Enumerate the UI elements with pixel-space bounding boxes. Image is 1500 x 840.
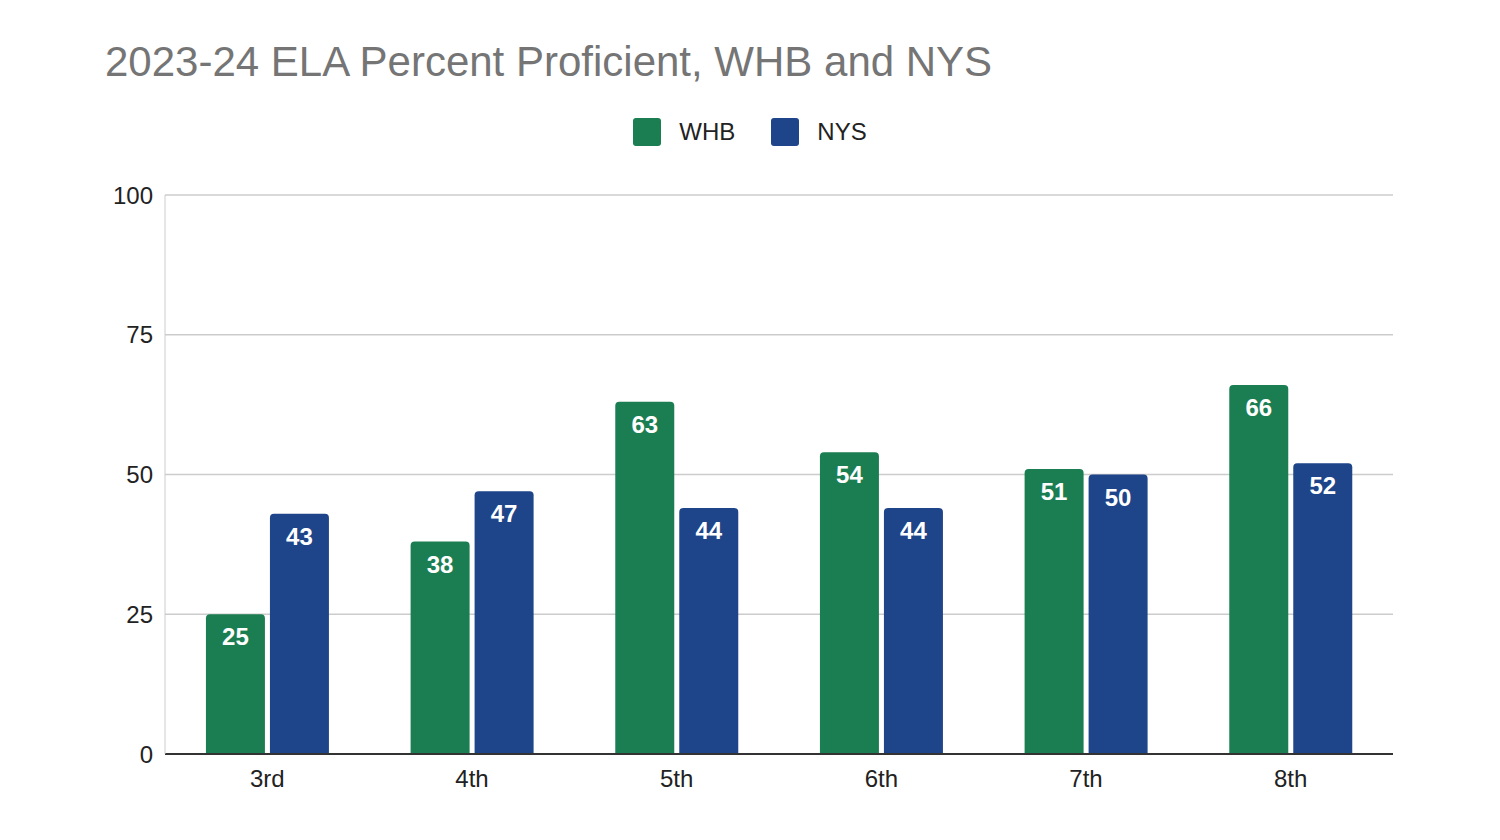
svg-text:44: 44 [695,517,722,544]
svg-text:7th: 7th [1069,765,1102,792]
svg-text:52: 52 [1309,472,1336,499]
svg-text:5th: 5th [660,765,693,792]
svg-text:0: 0 [140,741,153,768]
svg-text:8th: 8th [1274,765,1307,792]
svg-text:66: 66 [1245,394,1272,421]
svg-text:54: 54 [836,461,863,488]
svg-text:38: 38 [427,551,454,578]
svg-text:3rd: 3rd [250,765,285,792]
svg-text:50: 50 [1105,484,1132,511]
svg-text:50: 50 [126,461,153,488]
svg-text:44: 44 [900,517,927,544]
svg-text:75: 75 [126,321,153,348]
svg-text:51: 51 [1041,478,1068,505]
html-text:2023-24 ELA Percent Proficient: 2023-24 ELA Percent Proficient, WHB and … [105,38,993,85]
svg-text:6th: 6th [865,765,898,792]
html-text:WHB: WHB [679,118,736,145]
svg-text:63: 63 [631,411,658,438]
svg-text:43: 43 [286,523,313,550]
svg-text:4th: 4th [455,765,488,792]
svg-text:25: 25 [126,601,153,628]
svg-text:47: 47 [491,500,518,527]
svg-text:25: 25 [222,623,249,650]
svg-text:100: 100 [113,182,153,209]
html-text:NYS: NYS [817,118,867,145]
